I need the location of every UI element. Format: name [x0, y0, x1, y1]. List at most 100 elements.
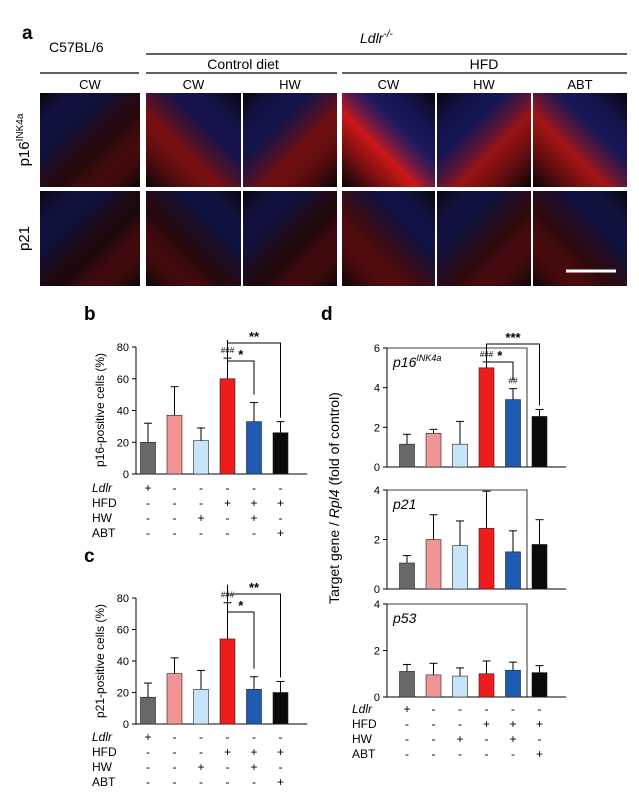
row-label-name: p21: [16, 226, 33, 251]
gene-label: p21: [392, 496, 416, 512]
group-sign: -: [173, 775, 177, 789]
bar-2: [452, 675, 468, 698]
y-tick-label: 0: [374, 692, 380, 704]
group-sign: +: [536, 717, 543, 731]
bar-3: [219, 378, 236, 475]
group-sign: -: [405, 732, 409, 746]
group-sign: +: [250, 745, 257, 759]
group-sign: -: [432, 747, 436, 761]
row-label-p21: p21: [16, 226, 33, 251]
group-sign: -: [173, 511, 177, 525]
significance-bracket: [486, 343, 514, 381]
bar-2: [452, 545, 468, 590]
gene-name: p21: [392, 496, 416, 512]
group-sign: -: [199, 745, 203, 759]
group-sign: -: [252, 526, 256, 540]
group-sign: -: [173, 745, 177, 759]
group-sign: -: [252, 481, 256, 495]
bar-0: [399, 562, 415, 590]
micrograph-p16-1: [146, 93, 241, 187]
group-sign: +: [277, 745, 284, 759]
group-sign: -: [146, 760, 150, 774]
group-label-hfd: HFD: [92, 496, 117, 510]
bracket-label: *: [238, 598, 244, 613]
y-tick-label: 60: [117, 374, 129, 386]
significance-bracket: [227, 340, 255, 395]
row-label-name: p16: [16, 141, 33, 166]
group-label-abt: ABT: [92, 526, 116, 540]
subplot-frame: [387, 603, 528, 697]
bar-0: [140, 441, 156, 475]
panel-c-letter: c: [84, 546, 95, 567]
group-sign: -: [226, 526, 230, 540]
group-sign: -: [199, 481, 203, 495]
column-label-0: CW: [79, 77, 101, 92]
y-tick-label: 80: [117, 593, 129, 605]
bar-4: [505, 669, 521, 698]
bar-4: [246, 421, 262, 475]
group-sign: -: [199, 775, 203, 789]
group-sign: +: [250, 496, 257, 510]
column-label-4: HW: [473, 77, 495, 92]
bar-1: [425, 674, 442, 698]
group-sign: -: [279, 730, 283, 744]
bar-2: [452, 443, 468, 468]
group-sign: -: [173, 760, 177, 774]
significance-bracket: [227, 340, 281, 418]
group-label-ldlr: Ldlr: [92, 730, 113, 744]
group-sign: -: [279, 511, 283, 525]
y-tick-label: 2: [374, 535, 380, 547]
y-tick-label: 40: [117, 656, 129, 668]
column-label-1: CW: [183, 77, 205, 92]
group-sign: -: [146, 775, 150, 789]
group-sign: +: [197, 760, 204, 774]
group-sign: +: [144, 730, 151, 744]
gene-sup: INK4a: [416, 353, 441, 363]
group-sign: -: [146, 511, 150, 525]
micrograph-p21-0: [40, 191, 140, 286]
group-sign: -: [405, 747, 409, 761]
gene-label: p53: [392, 610, 417, 626]
y-tick-label: 2: [374, 646, 380, 658]
group-sign: -: [511, 747, 515, 761]
gene-label: p16INK4a: [392, 353, 441, 370]
subplot-p53: 0 2 4 p53: [374, 599, 567, 704]
group-sign: -: [226, 775, 230, 789]
group-sign: -: [199, 526, 203, 540]
y-tick-label: 6: [374, 343, 380, 355]
group-sign: -: [538, 702, 542, 716]
bar-1: [425, 432, 442, 468]
group-sign: +: [250, 760, 257, 774]
control-diet-label: Control diet: [207, 56, 279, 72]
y-tick-label: 60: [117, 625, 129, 637]
y-tick-label: 2: [374, 422, 380, 434]
subplot-frame: [387, 347, 528, 467]
bracket-label: *: [497, 348, 503, 363]
significance-bracket: [486, 343, 540, 406]
y-tick-label: 4: [374, 383, 380, 395]
group-sign: -: [146, 745, 150, 759]
bar-5: [531, 672, 548, 698]
group-sign: -: [458, 747, 462, 761]
column-label-5: ABT: [567, 77, 592, 92]
significance-bracket: [227, 584, 281, 678]
ldlr-header-name: Ldlr: [360, 30, 385, 46]
y-tick-label: 40: [117, 406, 129, 418]
group-sign: -: [485, 732, 489, 746]
bar-5: [272, 432, 289, 475]
micrograph-p16-4: [437, 93, 531, 187]
group-label-hw: HW: [92, 511, 113, 525]
row-label-sup: INK4a: [15, 113, 26, 141]
bar-0: [399, 443, 415, 468]
micrograph-p21-1: [146, 191, 241, 286]
y-tick-label: 80: [117, 342, 129, 354]
y-axis-label: p16-positive cells (%): [93, 353, 107, 467]
micrograph-p16-3: [342, 93, 435, 187]
panel-d-ylabel: Target gene / Rpl4 (fold of control): [326, 392, 342, 604]
subplot-frame: [387, 489, 528, 589]
group-sign: -: [279, 481, 283, 495]
bar-2: [193, 440, 209, 475]
